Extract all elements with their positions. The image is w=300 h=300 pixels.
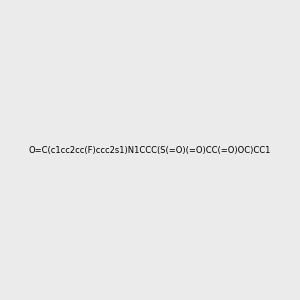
Text: O=C(c1cc2cc(F)ccc2s1)N1CCC(S(=O)(=O)CC(=O)OC)CC1: O=C(c1cc2cc(F)ccc2s1)N1CCC(S(=O)(=O)CC(=… — [29, 146, 271, 154]
